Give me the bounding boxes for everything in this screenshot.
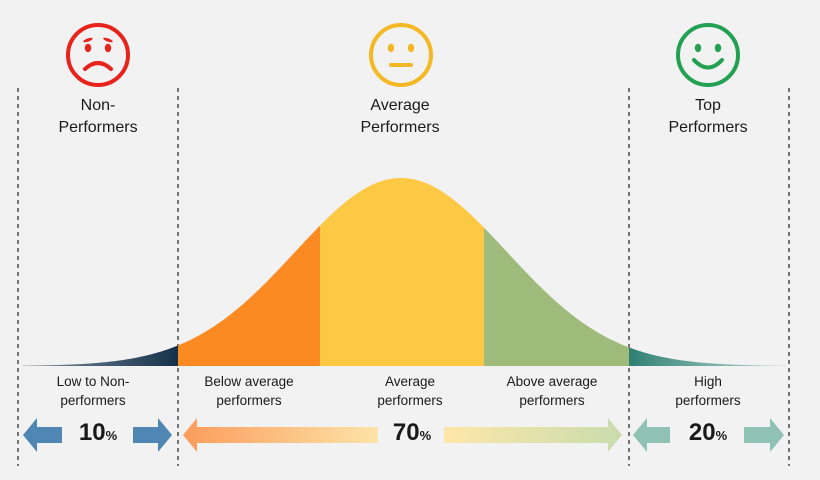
segment-label-high: High performers: [648, 372, 768, 410]
segment-label-below-average-line1: Below average: [204, 374, 294, 389]
right-arrow-icon: [444, 418, 622, 452]
happy-face-icon: [676, 23, 740, 87]
top-performers-title-line2: Performers: [668, 119, 748, 136]
segment-label-below-average: Below average performers: [184, 372, 314, 410]
average-performers-percentage: 70%: [380, 419, 444, 450]
curve-segment-low-to-non-performers: [22, 345, 178, 366]
segment-label-above-average-line2: performers: [519, 393, 585, 408]
non-performers-percentage-value: 10: [78, 419, 106, 446]
curve-segment-below-average: [178, 225, 320, 366]
average-performers-percentage-unit: %: [419, 428, 432, 443]
average-performers-title-line2: Performers: [360, 119, 440, 136]
non-performers-title-line2: Performers: [58, 119, 138, 136]
segment-label-above-average-line1: Above average: [506, 374, 598, 389]
left-arrow-icon: [23, 418, 62, 452]
right-arrow-icon: [133, 418, 172, 452]
left-arrow-icon: [633, 418, 670, 452]
top-performers-percentage: 20%: [676, 419, 740, 450]
average-performers-percentage-value: 70: [392, 419, 420, 446]
non-performers-title-line1: Non-: [80, 97, 116, 114]
curve-segment-average: [320, 178, 484, 366]
top-performers-percentage-unit: %: [715, 428, 728, 443]
segment-label-low-line2: performers: [60, 393, 126, 408]
curve-segment-high-performers: [629, 347, 786, 366]
average-performers-title: Average Performers: [330, 95, 470, 139]
average-performers-title-line1: Average: [370, 97, 430, 114]
curve-segment-above-average: [484, 227, 629, 366]
left-arrow-icon: [183, 418, 378, 452]
top-performers-title: Top Performers: [648, 95, 768, 139]
segment-label-above-average: Above average performers: [486, 372, 618, 410]
non-performers-percentage-unit: %: [105, 428, 118, 443]
segment-label-average: Average performers: [345, 372, 475, 410]
sad-face-icon: [66, 23, 130, 87]
segment-label-below-average-line2: performers: [216, 393, 282, 408]
segment-label-average-line1: Average: [384, 374, 436, 389]
neutral-face-icon: [369, 23, 433, 87]
segment-label-high-line1: High: [694, 374, 722, 389]
top-performers-title-line1: Top: [695, 97, 721, 114]
non-performers-title: Non- Performers: [38, 95, 158, 139]
segment-label-low-line1: Low to Non-: [56, 374, 130, 389]
segment-label-average-line2: performers: [377, 393, 443, 408]
top-performers-percentage-value: 20: [688, 419, 716, 446]
non-performers-percentage: 10%: [66, 419, 130, 450]
segment-label-low: Low to Non- performers: [24, 372, 162, 410]
segment-label-high-line2: performers: [675, 393, 741, 408]
right-arrow-icon: [744, 418, 784, 452]
